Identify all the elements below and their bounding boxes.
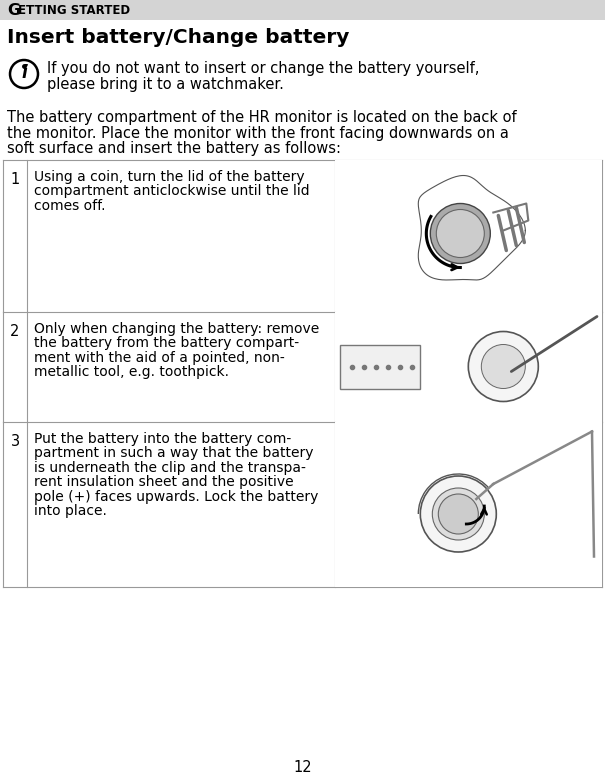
- Text: ment with the aid of a pointed, non-: ment with the aid of a pointed, non-: [34, 350, 285, 365]
- Text: comes off.: comes off.: [34, 198, 105, 212]
- Circle shape: [438, 494, 479, 534]
- Circle shape: [436, 209, 485, 257]
- Text: Put the battery into the battery com-: Put the battery into the battery com-: [34, 431, 291, 445]
- Circle shape: [468, 332, 538, 401]
- Text: the monitor. Place the monitor with the front facing downwards on a: the monitor. Place the monitor with the …: [7, 125, 509, 140]
- Text: Only when changing the battery: remove: Only when changing the battery: remove: [34, 321, 319, 336]
- Text: compartment anticlockwise until the lid: compartment anticlockwise until the lid: [34, 184, 310, 198]
- Text: ETTING STARTED: ETTING STARTED: [18, 3, 130, 16]
- Text: rent insulation sheet and the positive: rent insulation sheet and the positive: [34, 475, 293, 489]
- Circle shape: [433, 488, 485, 540]
- Text: Insert battery/Change battery: Insert battery/Change battery: [7, 28, 349, 47]
- Circle shape: [430, 204, 490, 263]
- Text: soft surface and insert the battery as follows:: soft surface and insert the battery as f…: [7, 141, 341, 156]
- Text: If you do not want to insert or change the battery yourself,: If you do not want to insert or change t…: [47, 61, 479, 76]
- Text: 3: 3: [10, 434, 19, 448]
- Text: metallic tool, e.g. toothpick.: metallic tool, e.g. toothpick.: [34, 365, 229, 379]
- Text: is underneath the clip and the transpa-: is underneath the clip and the transpa-: [34, 460, 306, 474]
- Text: Using a coin, turn the lid of the battery: Using a coin, turn the lid of the batter…: [34, 169, 305, 183]
- Text: please bring it to a watchmaker.: please bring it to a watchmaker.: [47, 77, 284, 92]
- Circle shape: [487, 350, 519, 383]
- Text: 1: 1: [10, 172, 19, 187]
- Bar: [0, 0, 605, 20]
- Text: 12: 12: [293, 760, 312, 775]
- Text: into place.: into place.: [34, 504, 107, 518]
- Text: the battery from the battery compart-: the battery from the battery compart-: [34, 336, 299, 350]
- Bar: [335, 422, 602, 586]
- Circle shape: [482, 344, 525, 389]
- Circle shape: [493, 357, 513, 376]
- Bar: [335, 311, 602, 422]
- Text: pole (+) faces upwards. Lock the battery: pole (+) faces upwards. Lock the battery: [34, 489, 318, 503]
- Text: partment in such a way that the battery: partment in such a way that the battery: [34, 446, 313, 460]
- Bar: [339, 344, 420, 389]
- Text: The battery compartment of the HR monitor is located on the back of: The battery compartment of the HR monito…: [7, 110, 517, 125]
- Text: i: i: [21, 64, 27, 82]
- Text: 2: 2: [10, 324, 20, 339]
- Bar: [335, 159, 602, 311]
- Text: G: G: [7, 2, 20, 17]
- Circle shape: [420, 476, 496, 552]
